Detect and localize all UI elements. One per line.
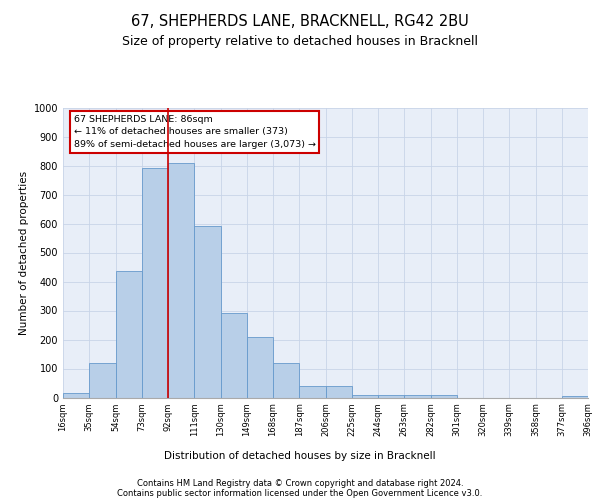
Text: Size of property relative to detached houses in Bracknell: Size of property relative to detached ho… — [122, 35, 478, 48]
Bar — [194, 226, 221, 398]
Bar — [273, 362, 299, 398]
Bar — [115, 272, 142, 398]
Y-axis label: Number of detached properties: Number of detached properties — [19, 170, 29, 334]
Text: 67 SHEPHERDS LANE: 86sqm
← 11% of detached houses are smaller (373)
89% of semi-: 67 SHEPHERDS LANE: 86sqm ← 11% of detach… — [74, 115, 316, 149]
Text: Contains HM Land Registry data © Crown copyright and database right 2024.: Contains HM Land Registry data © Crown c… — [137, 479, 463, 488]
Text: Contains public sector information licensed under the Open Government Licence v3: Contains public sector information licen… — [118, 489, 482, 498]
Bar — [352, 394, 378, 398]
Bar — [247, 336, 273, 398]
Bar — [299, 386, 325, 398]
Bar — [404, 396, 431, 398]
Bar — [325, 386, 352, 398]
Text: 67, SHEPHERDS LANE, BRACKNELL, RG42 2BU: 67, SHEPHERDS LANE, BRACKNELL, RG42 2BU — [131, 14, 469, 29]
Bar — [221, 314, 247, 398]
Bar — [142, 168, 168, 398]
Bar — [63, 393, 89, 398]
Bar — [168, 163, 194, 398]
Bar — [378, 394, 404, 398]
Bar — [562, 396, 588, 398]
Bar — [431, 394, 457, 398]
Text: Distribution of detached houses by size in Bracknell: Distribution of detached houses by size … — [164, 451, 436, 461]
Bar — [89, 362, 115, 398]
